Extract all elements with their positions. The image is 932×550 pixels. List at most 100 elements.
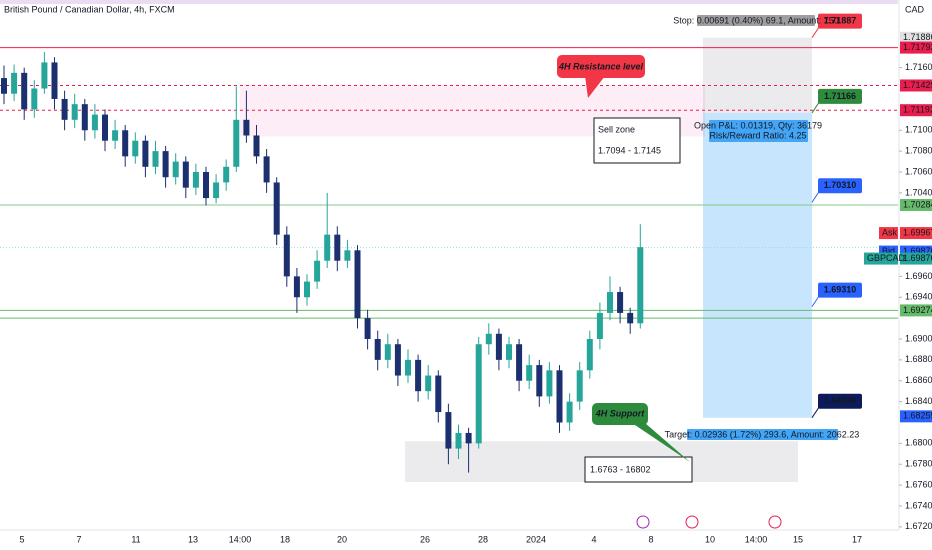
candle-body [213,182,220,199]
ratio-label: Risk/Reward Ratio: 4.25 [709,130,806,140]
axis-tag [900,198,932,211]
y-tick-label: 1.71600 [905,62,932,72]
axis-tag-label: 1.69876 [903,246,932,256]
y-tick-label: 1.70600 [905,166,932,176]
y-tick-label: 1.68600 [905,375,932,385]
candle-body [91,114,98,131]
price-tag-label: 1.70310 [824,180,857,190]
candle-body [465,432,472,444]
candle-body [314,260,321,282]
target-label-box [687,429,838,440]
candle-body [415,359,422,392]
stop-label: Stop: 0.00691 (0.40%) 69.1, Amount: 750 [673,15,839,25]
candle-body [405,359,411,376]
target-label: Target: 0.02936 (1.72%) 293.6, Amount: 2… [665,429,860,439]
x-tick-label: 2024 [526,534,546,544]
candle-body [1,78,7,94]
candle-body [394,344,401,376]
axis-tag-prefix: Ask [882,227,898,237]
price-tag [818,282,862,298]
y-tick-label: 1.67400 [905,500,932,510]
y-tick-label: 1.68800 [905,354,932,364]
price-tag-label: 1.71166 [824,91,856,101]
x-tick-label: 28 [478,534,488,544]
axis-tag-label: 1.71192 [903,105,932,115]
candle-body [495,333,502,360]
axis-tag [900,104,932,117]
candle-body [374,338,381,360]
x-tick-label: 11 [131,534,140,544]
axis-tag [900,252,932,265]
candle-body [354,250,361,319]
support-box [584,456,693,483]
y-tick-label: 1.70800 [905,146,932,156]
candle-body [566,401,573,423]
candle-body [455,432,462,449]
candle-body [223,166,230,183]
price-tag [818,88,862,104]
axis-tag-label: 1.71429 [903,80,932,90]
resistance-callout-pointer [585,76,605,98]
candle-body [526,365,533,381]
axis-tag [900,304,932,317]
y-tick-label: 1.69000 [905,333,932,343]
candle-body [324,234,331,261]
candle-body [637,247,644,324]
sell-zone-range: 1.7094 - 1.7145 [598,145,661,155]
top-strip [0,0,898,4]
price-tag [818,178,862,194]
resistance-callout-label: 4H Resistance level [558,61,644,71]
axis-tag-label: 1.69876 [903,253,932,263]
axis-tag-prefix: GBPCAD [867,253,906,263]
sell-zone-title: Sell zone [598,124,635,134]
candle-body [71,104,78,120]
event-icon[interactable] [768,515,782,529]
price-tag-label: 1.69310 [824,285,857,295]
candle-body [233,119,240,167]
candle-body [11,72,18,94]
candle-body [41,62,48,89]
x-tick-label: 8 [648,534,653,544]
candle-body [112,130,119,141]
support-callout-label: 4H Support [595,408,646,418]
levels [0,47,898,319]
stop-label-box [697,15,815,26]
axis-tag-prefix-box [864,252,898,265]
candle-body [152,151,159,167]
axis-tag [900,410,932,423]
x-tick-label: 17 [852,534,862,544]
axis-tag-prefix-box [879,227,898,240]
support-callout [592,403,648,425]
axis-tag [900,227,932,240]
y-tick-label: 1.71000 [905,125,932,135]
support-range: 1.6763 - 16802 [590,464,651,474]
event-icon[interactable] [685,515,699,529]
candle-body [304,281,310,298]
candle-body [172,161,179,178]
axis-tag-prefix: Bid [882,246,895,256]
axis-tag-label: 1.70284 [903,199,932,209]
candle-body [283,234,290,277]
x-tick-label: 14:00 [745,534,768,544]
candle-body [81,104,88,131]
open-label-box [709,120,808,142]
x-tick-label: 20 [337,534,347,544]
event-icon[interactable] [636,515,650,529]
candle-body [485,333,492,345]
price-tag [818,393,862,409]
candle-body [607,292,613,313]
support-callout-pointer [632,423,690,462]
candle-body [253,135,260,157]
candle-body [344,250,351,261]
candle-body [475,344,482,444]
x-tick-label: 10 [705,534,715,544]
candle-body [31,88,38,110]
y-tick-label: 1.70400 [905,187,932,197]
candle-body [586,338,593,371]
sell-zone-box [593,117,681,164]
axis-tag-label: 1.69274 [903,305,932,315]
candle-body [384,344,391,360]
candle-body [192,172,199,188]
candle-body [142,140,149,167]
